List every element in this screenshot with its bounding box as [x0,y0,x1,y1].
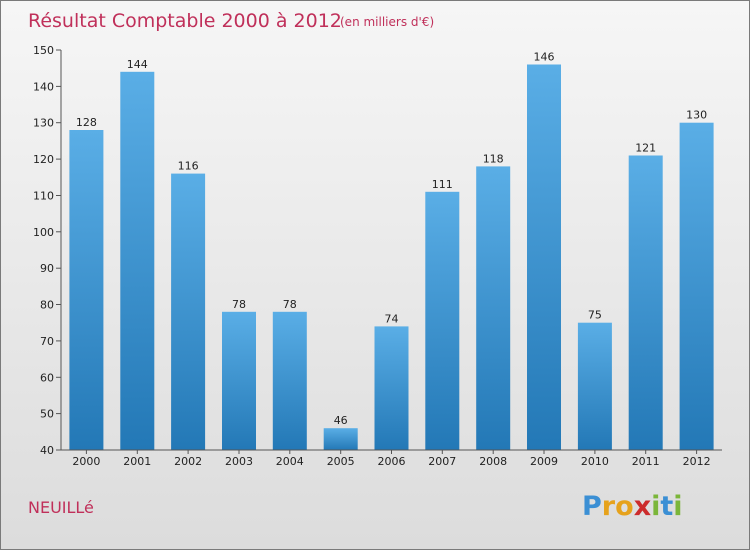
bar-group: 121 [628,142,663,450]
bar-2009 [527,64,561,450]
x-tick-label: 2003 [225,455,253,468]
value-label: 118 [483,152,504,165]
bar-group: 146 [527,51,561,450]
x-tick-label: 2001 [123,455,151,468]
logo-letter: t [660,491,673,522]
bar-2000 [69,130,104,450]
x-tick-label: 2002 [174,455,202,468]
x-tick-label: 2000 [72,455,100,468]
x-tick-label: 2006 [378,455,406,468]
bars-layer: 128 144 116 78 78 46 74 111 118 146 75 121 130 [69,51,714,451]
bar-2012 [679,122,714,450]
logo-letter: x [634,491,651,522]
logo-letter: i [673,491,682,522]
value-label: 121 [635,142,656,155]
bar-group: 111 [425,178,460,451]
bar-group: 46 [323,414,358,450]
x-tick-label: 2009 [530,455,558,468]
value-label: 146 [534,51,555,64]
bar-group: 144 [120,58,155,451]
x-tick-label: 2005 [327,455,355,468]
bar-group: 116 [171,160,206,450]
bar-2003 [222,311,256,450]
x-tick-label: 2010 [581,455,609,468]
value-label: 144 [127,58,148,71]
axis-layer: 2000 2001 2002 2003 2004 2005 2006 2007 2008 2009… [33,44,722,468]
commune-name: NEUILLé [28,498,94,517]
x-tick-label: 2011 [632,455,660,468]
bar-group: 130 [679,109,714,450]
bar-group: 78 [222,298,256,450]
logo-letter: r [602,491,616,522]
y-tick-label: 80 [40,299,54,312]
value-label: 130 [686,109,707,122]
x-tick-label: 2012 [683,455,711,468]
y-tick-label: 140 [33,80,54,93]
bar-group: 75 [577,309,612,450]
logo-letter: i [651,491,660,522]
bar-group: 74 [374,312,409,450]
y-tick-label: 90 [40,262,54,275]
bar-2008 [476,166,511,450]
bar-2006 [374,326,409,450]
bar-2010 [577,322,612,450]
bar-2011 [628,155,663,450]
bar-2007 [425,191,460,451]
y-tick-label: 150 [33,44,54,57]
x-tick-label: 2008 [479,455,507,468]
x-tick-label: 2004 [276,455,304,468]
chart-title: Résultat Comptable 2000 à 2012 [28,10,342,32]
y-tick-label: 120 [33,153,54,166]
logo-letter: o [615,491,634,522]
bar-group: 128 [69,116,104,450]
logo-letter: P [582,491,602,522]
y-tick-label: 110 [33,190,54,203]
x-tick-label: 2007 [428,455,456,468]
y-tick-label: 60 [40,371,54,384]
value-label: 78 [283,298,297,311]
y-tick-label: 40 [40,444,54,457]
chart-subtitle: (en milliers d'€) [340,15,434,29]
bar-2005 [323,428,358,450]
bar-2004 [272,311,307,450]
bar-group: 118 [476,152,511,450]
y-tick-label: 70 [40,335,54,348]
value-label: 111 [432,178,453,191]
bar-group: 78 [272,298,307,450]
proxiti-logo: Proxiti [582,491,683,522]
value-label: 46 [334,414,348,427]
value-label: 116 [178,160,199,173]
bar-2002 [171,173,206,450]
value-label: 75 [588,309,602,322]
bar-2001 [120,71,155,451]
y-tick-label: 130 [33,117,54,130]
value-label: 74 [385,312,399,325]
value-label: 128 [76,116,97,129]
y-tick-label: 50 [40,408,54,421]
y-tick-label: 100 [33,226,54,239]
value-label: 78 [232,298,246,311]
